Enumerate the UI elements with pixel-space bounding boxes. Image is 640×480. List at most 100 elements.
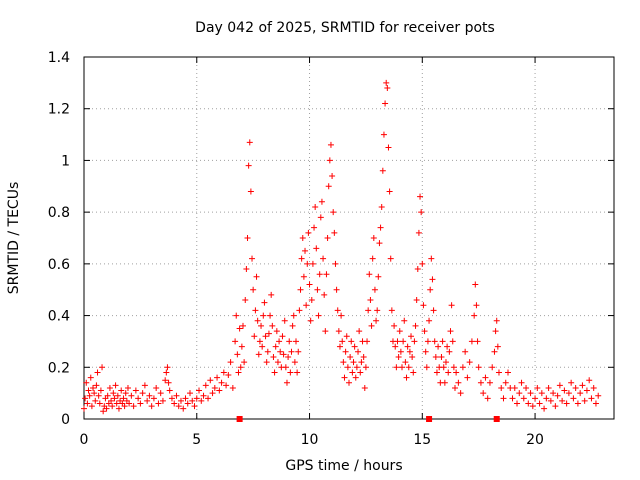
data-point xyxy=(383,79,390,86)
data-point xyxy=(211,384,218,391)
data-point xyxy=(339,338,346,345)
data-point xyxy=(342,348,349,355)
data-point xyxy=(114,392,121,399)
data-point xyxy=(316,271,323,278)
data-point xyxy=(237,364,244,371)
data-point xyxy=(234,351,241,358)
data-point xyxy=(273,328,280,335)
data-point xyxy=(198,397,205,404)
data-point xyxy=(447,328,454,335)
data-point xyxy=(285,353,292,360)
baseline-marker xyxy=(236,416,243,422)
data-point xyxy=(352,374,359,381)
data-point xyxy=(246,139,253,146)
data-point xyxy=(440,364,447,371)
x-tick-label: 20 xyxy=(526,432,544,448)
data-point xyxy=(207,377,214,384)
data-point xyxy=(141,382,148,389)
data-point xyxy=(379,167,386,174)
data-point xyxy=(366,271,373,278)
data-point xyxy=(402,359,409,366)
data-point xyxy=(426,317,433,324)
data-point xyxy=(272,343,279,350)
data-point xyxy=(171,400,178,407)
data-point xyxy=(433,369,440,376)
data-point xyxy=(153,384,160,391)
data-point xyxy=(159,397,166,404)
data-point xyxy=(90,384,97,391)
data-point xyxy=(369,255,376,262)
data-point xyxy=(122,390,129,397)
baseline-markers xyxy=(236,416,500,422)
data-point xyxy=(333,286,340,293)
y-tick-label: 1.2 xyxy=(48,102,70,118)
data-point xyxy=(556,382,563,389)
data-point xyxy=(408,333,415,340)
data-point xyxy=(410,369,417,376)
data-point xyxy=(187,390,193,397)
data-point xyxy=(430,307,437,314)
data-point xyxy=(498,384,505,391)
data-point xyxy=(271,369,278,376)
data-point xyxy=(265,330,272,337)
data-point xyxy=(375,273,382,280)
data-point xyxy=(446,348,453,355)
data-point xyxy=(391,322,398,329)
data-point xyxy=(364,338,371,345)
data-point xyxy=(581,397,588,404)
data-point xyxy=(323,271,330,278)
data-point xyxy=(449,338,456,345)
data-point xyxy=(124,384,131,391)
data-point xyxy=(121,403,128,410)
data-point xyxy=(378,203,385,210)
data-point xyxy=(395,353,402,360)
data-point xyxy=(384,85,391,92)
data-point xyxy=(438,353,445,360)
y-tick-label: 0.8 xyxy=(48,205,70,221)
data-point xyxy=(442,359,449,366)
data-point xyxy=(592,400,599,407)
data-point xyxy=(380,131,387,138)
data-point xyxy=(264,348,271,355)
data-point xyxy=(404,343,411,350)
data-point xyxy=(311,224,318,231)
data-point xyxy=(287,369,294,376)
data-point xyxy=(429,276,436,283)
data-point xyxy=(291,359,298,366)
data-point xyxy=(439,338,446,345)
data-point xyxy=(110,390,117,397)
data-point xyxy=(406,348,413,355)
data-point xyxy=(283,379,290,386)
data-point xyxy=(516,390,523,397)
data-point xyxy=(93,382,100,389)
data-point xyxy=(296,307,303,314)
x-tick-label: 10 xyxy=(301,432,319,448)
data-point xyxy=(453,369,460,376)
data-point xyxy=(137,400,144,407)
y-tick-label: 1.4 xyxy=(48,50,70,66)
data-point xyxy=(168,395,175,402)
data-point xyxy=(565,390,572,397)
data-point xyxy=(229,384,236,391)
data-point xyxy=(374,307,381,314)
data-point xyxy=(243,266,250,273)
data-point xyxy=(387,255,394,262)
y-tick-label: 0.6 xyxy=(48,257,70,273)
data-point xyxy=(428,255,435,262)
data-point xyxy=(329,172,336,179)
data-point xyxy=(205,395,212,402)
data-point xyxy=(218,379,225,386)
data-point xyxy=(162,377,169,384)
data-point xyxy=(289,322,296,329)
data-point xyxy=(250,286,257,293)
data-point xyxy=(214,374,221,381)
data-point xyxy=(118,387,125,394)
data-point xyxy=(550,390,557,397)
data-point xyxy=(175,403,182,410)
data-point xyxy=(276,338,283,345)
data-point xyxy=(155,400,162,407)
data-point xyxy=(455,379,462,386)
data-point xyxy=(232,338,239,345)
data-point xyxy=(236,325,243,332)
data-point xyxy=(367,297,374,304)
